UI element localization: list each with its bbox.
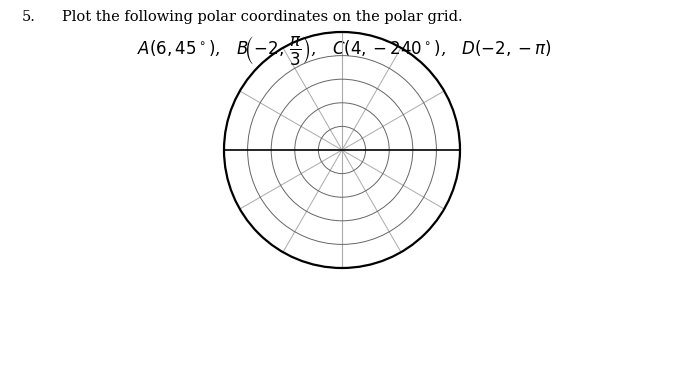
Text: Plot the following polar coordinates on the polar grid.: Plot the following polar coordinates on …	[62, 10, 462, 24]
Text: $A(6, 45^\circ)$,   $B\!\left(-2,\,\dfrac{\pi}{3}\right)$,   $C(4, -240^\circ)$,: $A(6, 45^\circ)$, $B\!\left(-2,\,\dfrac{…	[137, 34, 551, 67]
Text: 5.: 5.	[22, 10, 36, 24]
